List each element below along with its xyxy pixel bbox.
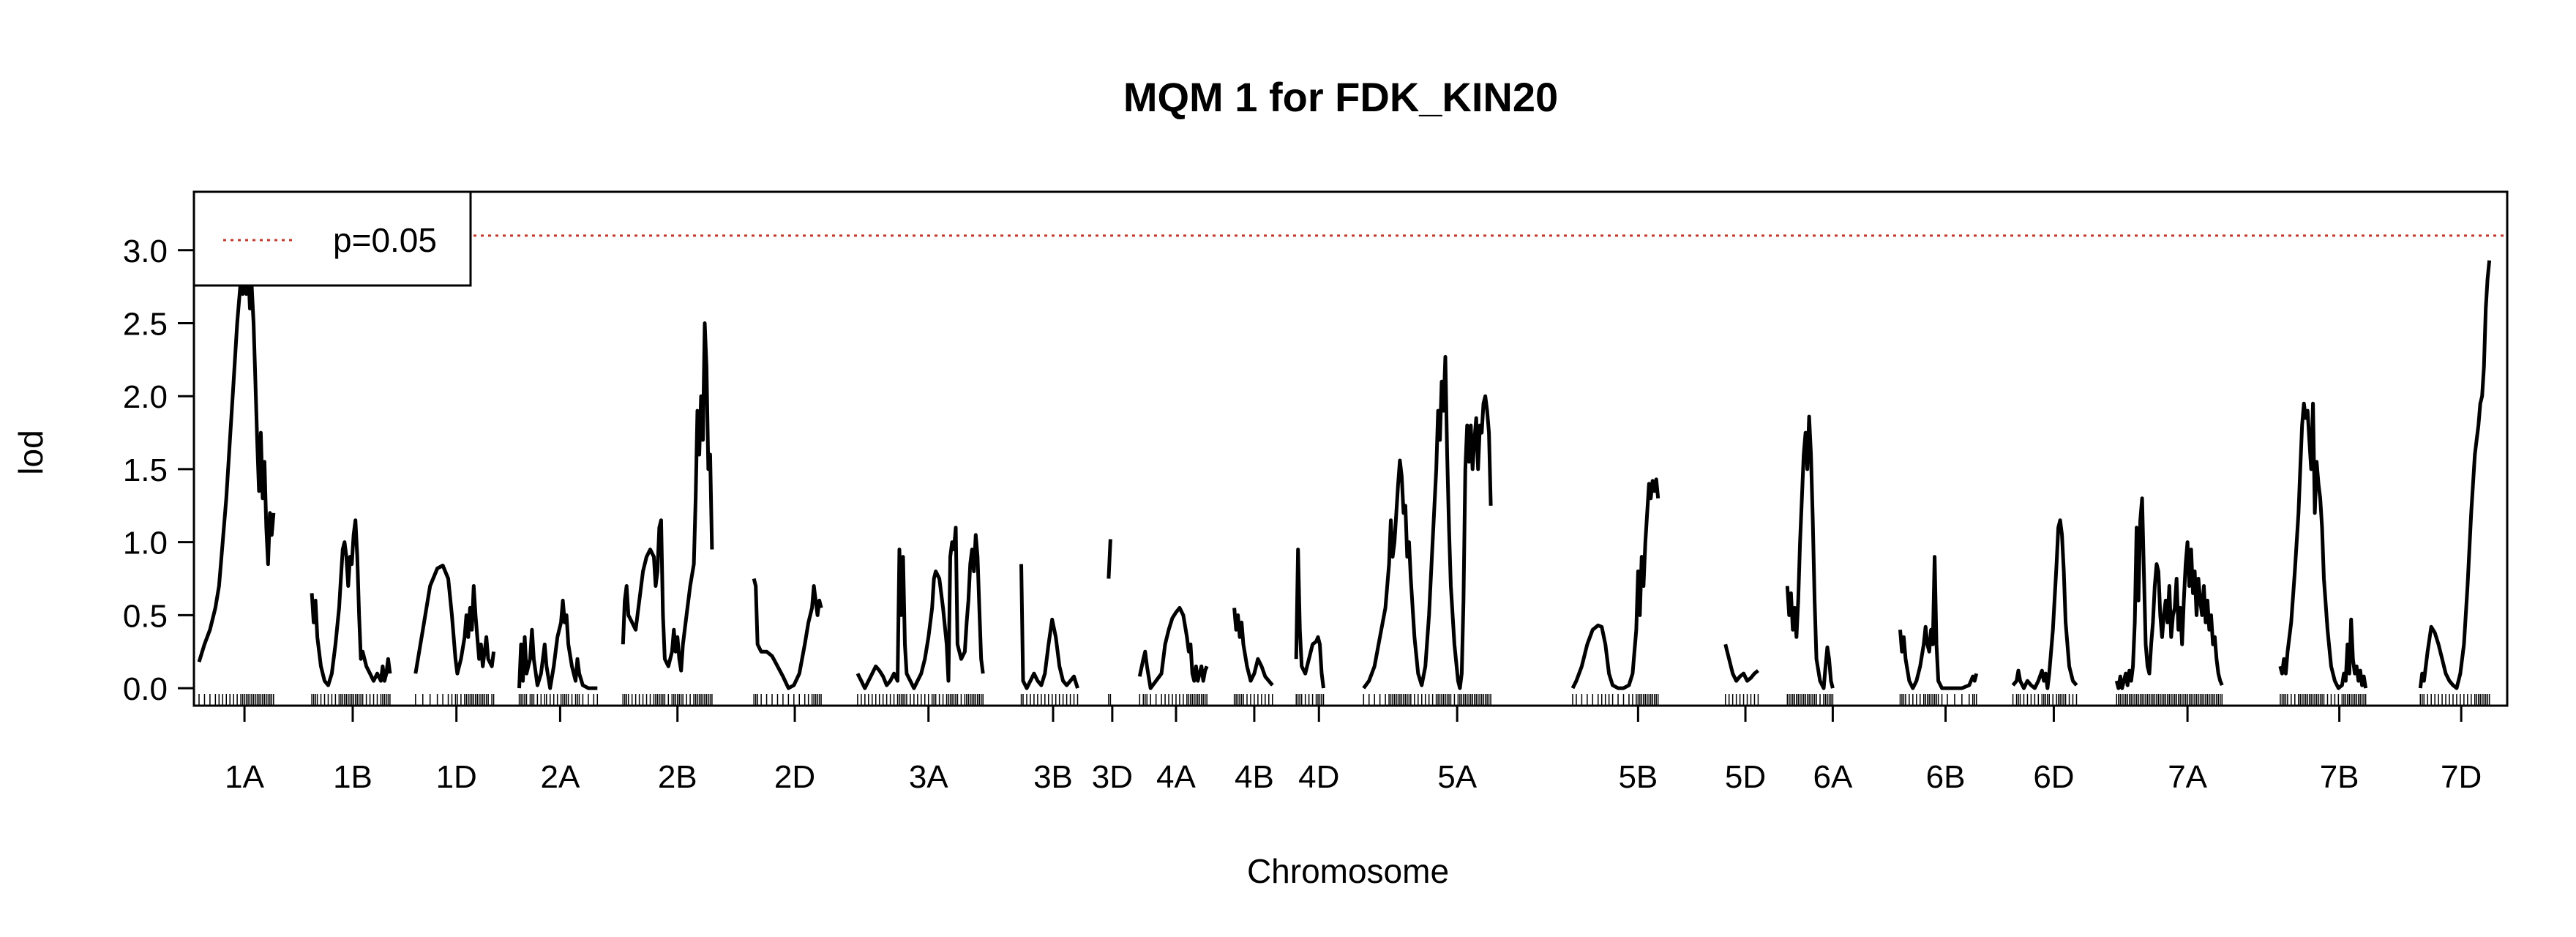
marker-rug [198,694,2490,706]
chromosome-label: 7A [2168,759,2207,795]
y-tick-label: 1.0 [123,526,168,561]
y-tick-label: 2.0 [123,379,168,415]
chart-title: MQM 1 for FDK_KIN20 [1123,74,1558,120]
chromosome-label: 3D [1092,759,1133,795]
chromosome-label: 3A [909,759,948,795]
chromosome-label: 7B [2320,759,2359,795]
x-axis: 1A 1B 1D 2A 2B 2D 3A 3B 3D 4A 4B 4D 5A 5B 5D 6A 6B 6D 7A 7B… [225,706,2482,795]
lod-curve-2D [752,578,823,690]
y-tick-label: 2.5 [123,306,168,342]
chromosome-label: 2D [774,759,815,795]
plot-frame [192,190,2509,707]
lod-curve-3B [1019,564,1079,690]
chromosome-label: 1A [225,759,264,795]
lod-series [197,255,2492,690]
chromosome-label: 6D [2033,759,2074,795]
y-tick-label: 1.5 [123,452,168,488]
lod-curve-4B [1232,608,1274,687]
lod-curve-6A [1785,414,1835,690]
lod-curve-5A [1362,354,1493,690]
chromosome-label: 3B [1033,759,1073,795]
chromosome-label: 5B [1618,759,1658,795]
y-tick-label: 0.5 [123,598,168,634]
lod-curve-3A [855,526,985,690]
lod-curve-4D [1294,548,1325,689]
lod-curve-1A [197,255,276,662]
chromosome-label: 7D [2441,759,2482,795]
lod-curve-5D [1723,643,1759,683]
y-tick-label: 0.0 [123,671,168,707]
chromosome-label: 1D [436,759,477,795]
chromosome-label: 6B [1926,759,1966,795]
chromosome-label: 4D [1298,759,1339,795]
lod-curve-7A [2114,496,2224,690]
x-axis-label: Chromosome [1247,852,1449,890]
lod-curve-1D [413,564,496,676]
lod-curve-2A [517,598,598,690]
lod-curve-4A [1137,605,1209,690]
legend-box [192,190,472,287]
chromosome-label: 5A [1437,759,1477,795]
chromosome-label: 2B [658,759,697,795]
lod-curve-7D [2418,260,2492,690]
lod-curve-5B [1570,477,1660,690]
chromosome-label: 4B [1235,759,1274,795]
chromosome-label: 4A [1156,759,1196,795]
legend: p=0.05 [192,190,472,287]
lod-curve-6D [2011,518,2078,690]
lod-curve-2B [621,321,714,673]
legend-label: p=0.05 [333,221,437,259]
y-axis-label: lod [12,430,50,474]
chromosome-label: 2A [540,759,580,795]
chromosome-label: 6A [1813,759,1852,795]
lod-curve-1B [310,518,392,687]
lod-curve-7B [2278,401,2368,690]
chromosome-label: 1B [333,759,372,795]
lod-curve-3D [1107,539,1112,579]
y-tick-label: 3.0 [123,234,168,269]
lod-curve-6B [1898,555,1979,690]
chromosome-label: 5D [1725,759,1766,795]
y-axis: 0.0 0.5 1.0 1.5 2.0 2.5 3.0 [123,234,194,707]
